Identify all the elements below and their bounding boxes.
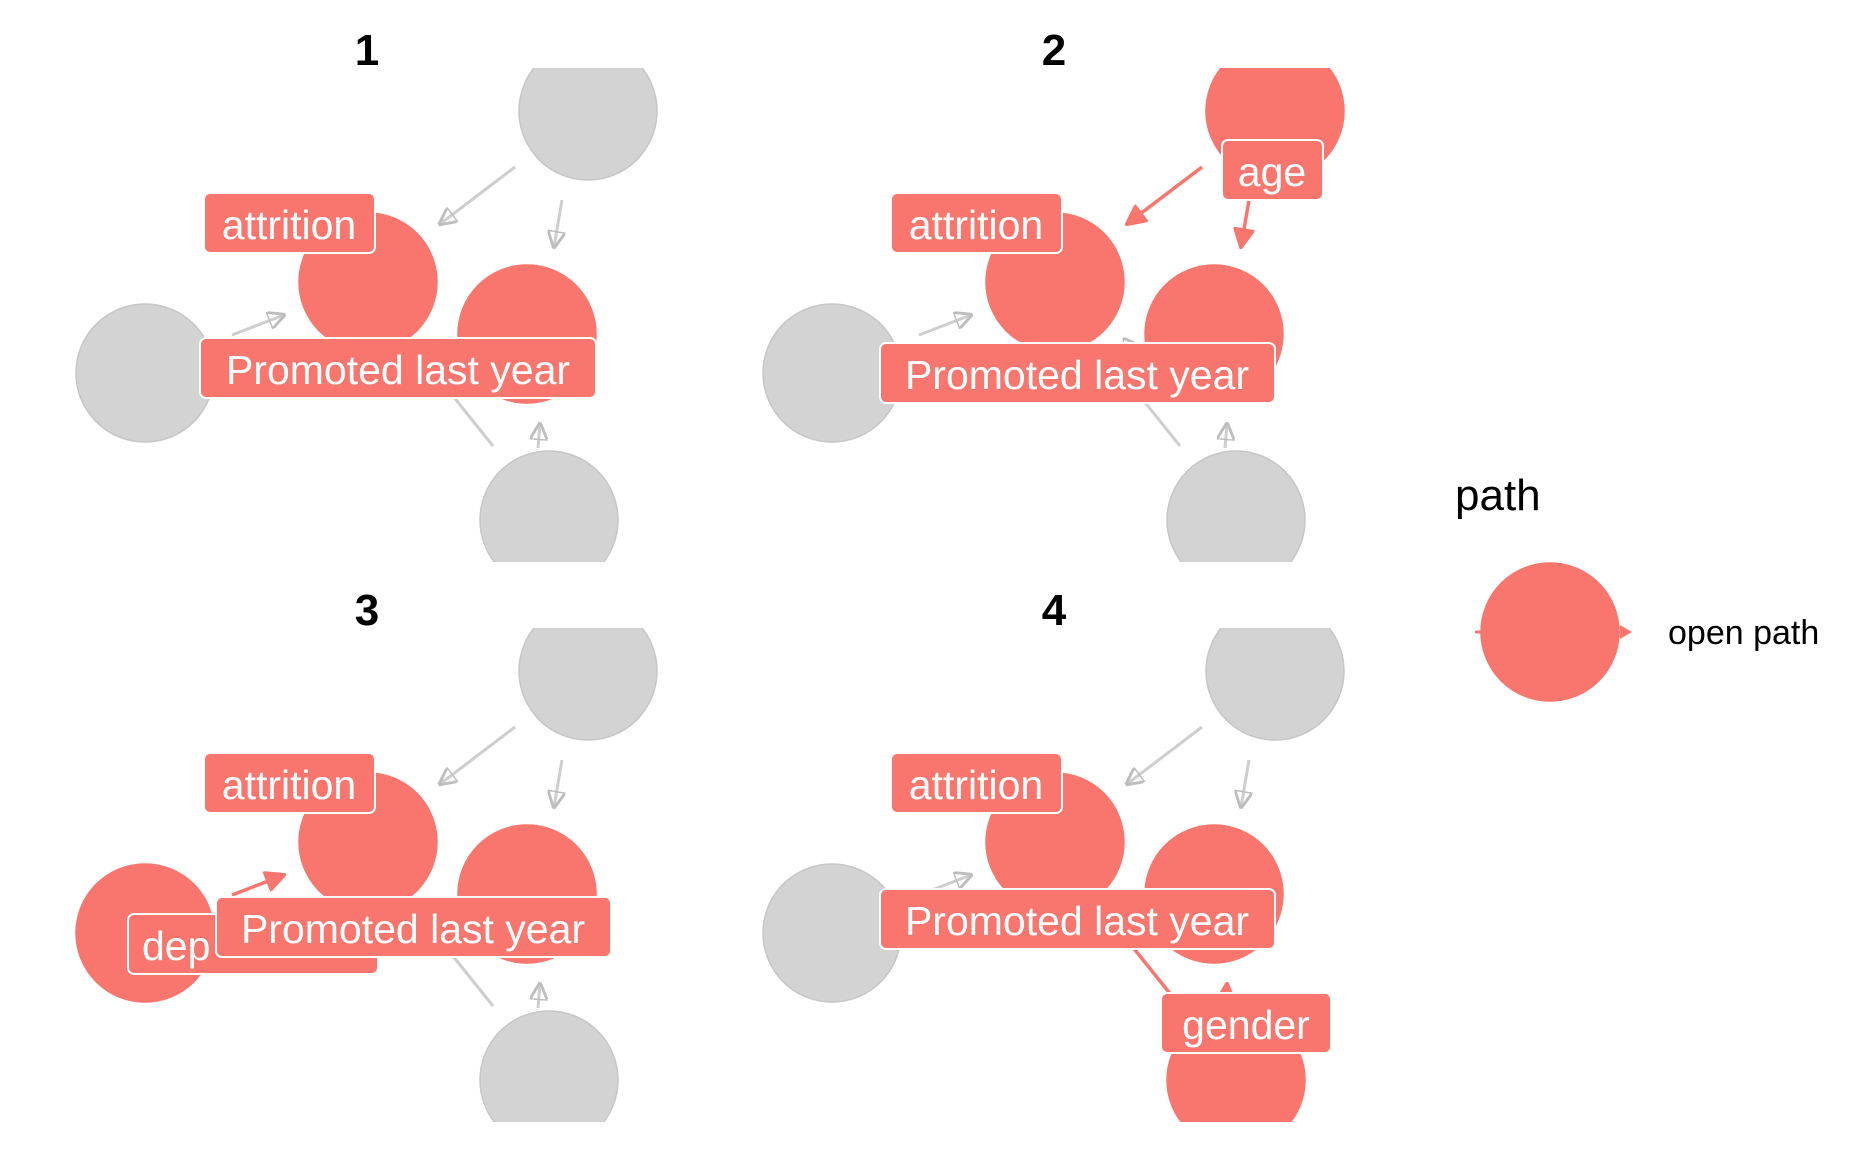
panel-graph (75, 628, 658, 1122)
node-age (518, 68, 658, 181)
edge-age-promoted (1241, 199, 1249, 247)
panels: 1 attrition Promoted last year 2 age attritio… (75, 26, 1345, 1122)
label-box (890, 192, 1063, 254)
legend-title: path (1455, 471, 1541, 520)
label-box (203, 192, 376, 254)
legend-arrow (1620, 625, 1632, 639)
label-text: Promoted last year (241, 906, 585, 952)
legend-items: open path (1475, 562, 1819, 702)
node-label-gender: gender (1160, 992, 1332, 1054)
node-label-attrition: attrition (203, 752, 376, 814)
panel-4: 4 attrition Promoted last year gender (762, 586, 1345, 1122)
label-text: gender (1182, 1002, 1310, 1048)
label-text: attrition (222, 202, 356, 248)
label-text: dep (142, 923, 210, 969)
edge-age-attrition (1127, 725, 1203, 784)
node-label-promoted: Promoted last year (199, 337, 597, 399)
panel-3: 3 dep attrition Promoted last year (75, 586, 658, 1122)
panel-graph (762, 68, 1345, 562)
edge-age-promoted (1241, 759, 1249, 807)
edge-age-attrition (440, 725, 516, 784)
label-box (879, 888, 1276, 950)
edge-age-attrition (440, 165, 516, 224)
label-text: age (1238, 149, 1306, 195)
nodes (75, 628, 658, 1122)
labels: dep attrition Promoted last year (127, 752, 612, 975)
label-box (879, 342, 1276, 404)
nodes (762, 68, 1345, 562)
edge-gender-promoted (1225, 424, 1227, 449)
label-box (215, 896, 612, 958)
panel-title: 4 (1042, 586, 1067, 635)
panel-graph (762, 628, 1345, 1122)
label-box (203, 752, 376, 814)
node-label-promoted: Promoted last year (879, 888, 1276, 950)
node-department (75, 303, 215, 443)
panel-title: 2 (1042, 26, 1066, 75)
label-box (890, 752, 1063, 814)
legend-swatch (1480, 562, 1620, 702)
edge-department-attrition (231, 875, 284, 897)
labels: age attrition Promoted last year (879, 139, 1324, 404)
label-text: Promoted last year (226, 347, 570, 393)
legend: path open path (1455, 471, 1819, 702)
panel-title: 1 (355, 26, 379, 75)
node-gender (479, 450, 619, 562)
panel-1: 1 attrition Promoted last year (75, 26, 658, 562)
node-age (1205, 628, 1345, 741)
label-box (1160, 992, 1332, 1054)
label-text: attrition (909, 762, 1043, 808)
edge-age-promoted (554, 199, 562, 247)
edge-department-attrition (231, 315, 284, 337)
nodes (75, 68, 658, 562)
edge-department-attrition (918, 315, 971, 337)
node-label-age: age (1221, 139, 1324, 201)
panel-title: 3 (355, 586, 379, 635)
label-text: attrition (222, 762, 356, 808)
node-label-promoted: Promoted last year (879, 342, 1276, 404)
node-gender (1166, 450, 1306, 562)
panel-2: 2 age attrition Promoted last year (762, 26, 1345, 562)
legend-label: open path (1668, 614, 1819, 652)
legend-item: open path (1475, 562, 1819, 702)
node-label-attrition: attrition (890, 752, 1063, 814)
labels: attrition Promoted last year (199, 192, 597, 399)
node-age (518, 628, 658, 741)
edge-gender-promoted (538, 424, 540, 449)
label-text: attrition (909, 202, 1043, 248)
edge-age-promoted (554, 759, 562, 807)
node-label-attrition: attrition (890, 192, 1063, 254)
node-gender (479, 1010, 619, 1122)
edge-age-attrition (1127, 165, 1204, 224)
labels: attrition Promoted last year gender (879, 752, 1332, 1054)
label-box (199, 337, 597, 399)
label-text: Promoted last year (905, 352, 1249, 398)
nodes (762, 628, 1345, 1122)
edge-gender-promoted (538, 984, 540, 1009)
node-label-promoted: Promoted last year (215, 896, 612, 958)
label-text: Promoted last year (905, 898, 1249, 944)
node-label-attrition: attrition (203, 192, 376, 254)
panel-graph (75, 68, 658, 562)
label-box (1221, 139, 1324, 201)
